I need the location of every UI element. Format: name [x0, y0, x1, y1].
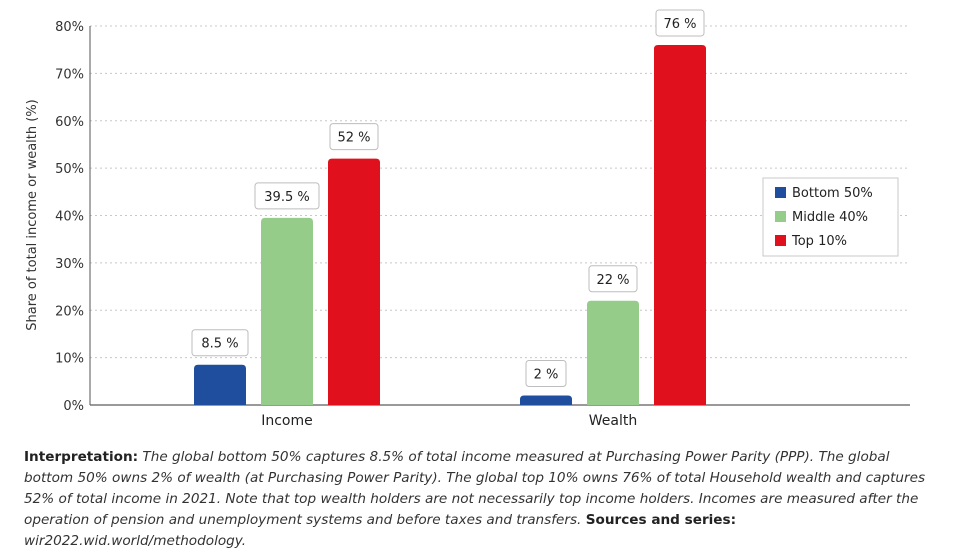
- data-label-box: [254, 182, 320, 210]
- y-tick-label: 30%: [55, 257, 84, 272]
- bar-chart: 0% 10% 20% 30% 40% 50% 60% 70% 80% Share of tota…: [25, 9, 910, 429]
- sources-label: Sources and series:: [585, 512, 737, 528]
- y-tick-label: 0%: [63, 399, 84, 414]
- data-label: 39.5 %: [264, 190, 309, 205]
- bar: [194, 364, 246, 405]
- bar: [261, 217, 313, 405]
- legend-label: Middle 40%: [792, 210, 868, 225]
- interpretation-label: Interpretation:: [24, 449, 139, 465]
- data-label: 76 %: [663, 17, 696, 32]
- y-tick-label: 10%: [55, 352, 84, 367]
- y-tick-label: 20%: [55, 304, 84, 319]
- y-axis-ticks: 0% 10% 20% 30% 40% 50% 60% 70% 80%: [55, 20, 84, 414]
- y-tick-label: 50%: [55, 162, 84, 177]
- bars: 8.5 % 39.5 % 52 % 2 % 22 % 76 %: [191, 9, 706, 405]
- data-label: 22 %: [596, 273, 629, 288]
- data-label-box: [655, 9, 705, 37]
- interpretation-text: The global bottom 50% captures 8.5% of t…: [24, 449, 926, 528]
- y-tick-label: 70%: [55, 67, 84, 82]
- data-label-box: [588, 265, 638, 293]
- bar: [587, 300, 639, 405]
- x-category-label: Wealth: [589, 413, 637, 429]
- legend-label: Top 10%: [791, 234, 847, 249]
- y-tick-label: 80%: [55, 20, 84, 35]
- bar: [328, 158, 380, 405]
- category-labels: Income Wealth: [261, 413, 637, 429]
- y-tick-label: 40%: [55, 210, 84, 225]
- legend-swatch: [775, 235, 786, 246]
- bar: [520, 395, 572, 405]
- data-label: 52 %: [337, 131, 370, 146]
- bar: [654, 44, 706, 405]
- x-category-label: Income: [261, 413, 313, 429]
- legend-swatch: [775, 211, 786, 222]
- sources-text: wir2022.wid.world/methodology.: [24, 533, 247, 549]
- data-label: 2 %: [534, 368, 559, 383]
- data-label-box: [525, 360, 567, 388]
- legend: Bottom 50% Middle 40% Top 10%: [762, 177, 899, 257]
- interpretation-caption: Interpretation: The global bottom 50% ca…: [24, 447, 936, 552]
- gridlines: [90, 25, 910, 359]
- legend-label: Bottom 50%: [792, 186, 873, 201]
- data-label-box: [329, 123, 379, 151]
- y-axis-label: Share of total income or wealth (%): [25, 99, 40, 331]
- legend-swatch: [775, 187, 786, 198]
- data-label: 8.5 %: [201, 337, 238, 352]
- y-tick-label: 60%: [55, 115, 84, 130]
- data-label-box: [191, 329, 249, 357]
